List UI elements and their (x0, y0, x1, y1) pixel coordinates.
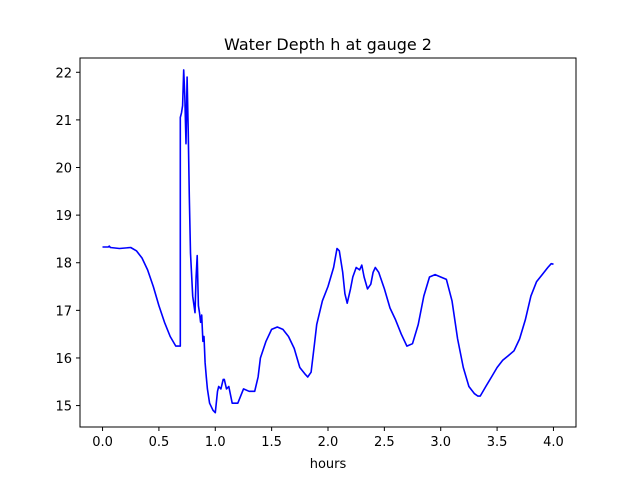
y-tick-label: 19 (55, 209, 72, 224)
y-tick-label: 16 (55, 352, 72, 367)
x-tick-label: 3.0 (430, 435, 451, 450)
x-tick-label: 4.0 (543, 435, 564, 450)
x-tick-label: 1.5 (261, 435, 282, 450)
y-tick-label: 20 (55, 162, 72, 177)
x-tick-label: 3.5 (487, 435, 508, 450)
x-tick-label: 0.0 (92, 435, 113, 450)
x-tick-label: 0.5 (149, 435, 170, 450)
y-tick-label: 15 (55, 400, 72, 415)
y-axis-ticks: 15 16 17 18 19 20 21 22 (55, 66, 80, 415)
x-tick-label: 1.0 (205, 435, 226, 450)
y-tick-label: 22 (55, 66, 72, 81)
line-layer (102, 69, 554, 414)
chart-title: Water Depth h at gauge 2 (224, 35, 432, 54)
y-tick-label: 21 (55, 114, 72, 129)
x-axis-ticks: 0.0 0.5 1.0 1.5 2.0 2.5 3.0 3.5 4.0 (92, 427, 564, 450)
x-tick-label: 2.5 (374, 435, 395, 450)
y-tick-label: 18 (55, 257, 72, 272)
x-tick-label: 2.0 (318, 435, 339, 450)
x-axis-label: hours (310, 457, 347, 472)
y-tick-label: 17 (55, 304, 72, 319)
series-line-0 (102, 69, 554, 414)
plot-frame (79, 57, 577, 428)
